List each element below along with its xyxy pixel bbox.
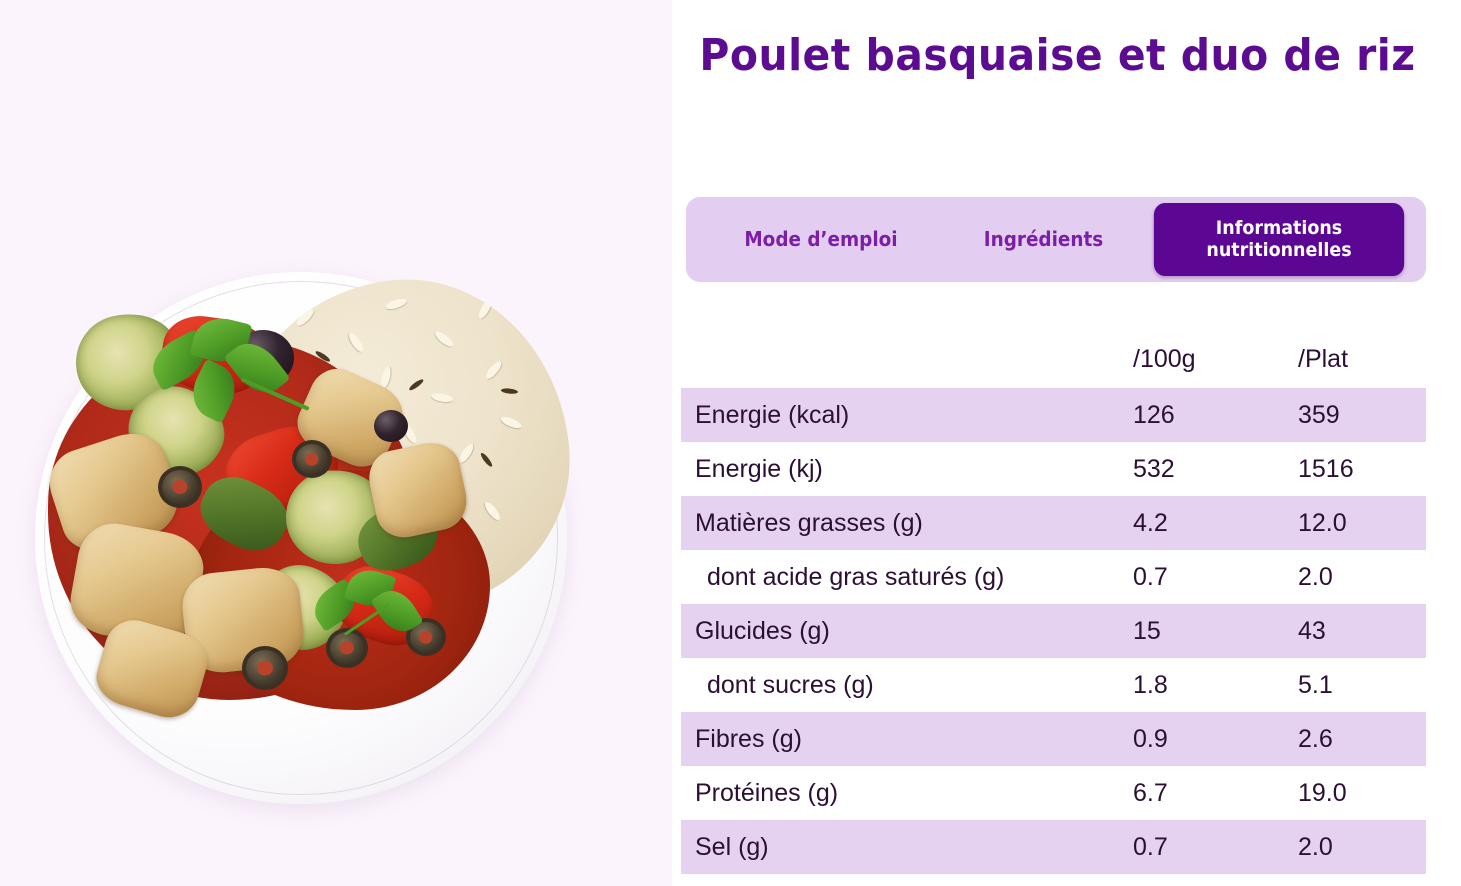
table-header-row: /100g /Plat [681,330,1426,388]
header-per-100g: /100g [1133,344,1196,373]
olive-slice [242,646,288,690]
table-row: Energie (kj) 532 1516 [681,442,1426,496]
tab-ingredients[interactable]: Ingrédients [983,227,1104,251]
row-value-per-100g: 0.7 [1133,832,1168,861]
black-olive [374,410,408,442]
table-row: Glucides (g) 15 43 [681,604,1426,658]
row-label: Energie (kj) [695,454,823,483]
row-value-per-plat: 12.0 [1298,508,1347,537]
row-value-per-100g: 0.9 [1133,724,1168,753]
tab-informations-nutritionnelles[interactable]: Informations nutritionnelles [1153,203,1405,276]
product-photo-panel [0,0,672,886]
row-value-per-plat: 2.0 [1298,562,1333,591]
table-row: Protéines (g) 6.7 19.0 [681,766,1426,820]
row-value-per-100g: 4.2 [1133,508,1168,537]
row-value-per-100g: 126 [1133,400,1175,429]
table-row: Matières grasses (g) 4.2 12.0 [681,496,1426,550]
row-value-per-plat: 1516 [1298,454,1354,483]
row-label: Matières grasses (g) [695,508,923,537]
row-value-per-plat: 2.0 [1298,832,1333,861]
header-per-plat: /Plat [1298,344,1349,373]
row-value-per-plat: 359 [1298,400,1340,429]
row-value-per-100g: 15 [1133,616,1161,645]
row-value-per-plat: 19.0 [1298,778,1347,807]
row-label: Fibres (g) [695,724,802,753]
row-label: Protéines (g) [695,778,839,807]
row-value-per-100g: 1.8 [1133,670,1168,699]
row-value-per-plat: 5.1 [1298,670,1333,699]
row-value-per-100g: 6.7 [1133,778,1168,807]
row-value-per-plat: 43 [1298,616,1326,645]
olive-slice [158,466,202,508]
tab-mode-demploi[interactable]: Mode d’emploi [744,227,898,251]
row-label: dont acide gras saturés (g) [707,562,1005,591]
table-row: Energie (kcal) 126 359 [681,388,1426,442]
food-composition [40,263,585,740]
nutrition-table: /100g /Plat Energie (kcal) 126 359 Energ… [681,330,1426,874]
row-label: Sel (g) [695,832,769,861]
product-info-panel: Poulet basquaise et duo de riz Mode d’em… [672,0,1461,886]
tab-label-line1: Informations [1215,216,1343,239]
row-label: Energie (kcal) [695,400,850,429]
row-value-per-plat: 2.6 [1298,724,1333,753]
olive-slice [292,440,332,478]
table-row: Sel (g) 0.7 2.0 [681,820,1426,874]
table-row: dont sucres (g) 1.8 5.1 [681,658,1426,712]
row-label: Glucides (g) [695,616,830,645]
page-title: Poulet basquaise et duo de riz [699,30,1416,81]
tab-label-line2: nutritionnelles [1206,238,1352,261]
table-row: Fibres (g) 0.9 2.6 [681,712,1426,766]
plate-rim [44,281,558,795]
row-value-per-100g: 532 [1133,454,1175,483]
row-label: dont sucres (g) [707,670,874,699]
row-value-per-100g: 0.7 [1133,562,1168,591]
table-row: dont acide gras saturés (g) 0.7 2.0 [681,550,1426,604]
tab-bar: Mode d’emploi Ingrédients Informations n… [686,197,1426,282]
